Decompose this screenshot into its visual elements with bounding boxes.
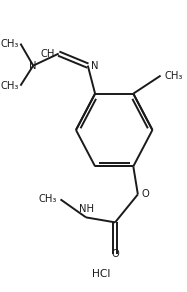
Text: CH: CH (41, 49, 55, 59)
Text: HCl: HCl (92, 269, 111, 279)
Text: CH₃: CH₃ (0, 81, 19, 91)
Text: N: N (30, 61, 37, 71)
Text: CH₃: CH₃ (39, 194, 57, 204)
Text: CH₃: CH₃ (0, 39, 19, 49)
Text: N: N (91, 61, 99, 71)
Text: O: O (111, 249, 119, 259)
Text: NH: NH (79, 204, 94, 214)
Text: CH₃: CH₃ (164, 71, 183, 81)
Text: O: O (142, 190, 149, 199)
